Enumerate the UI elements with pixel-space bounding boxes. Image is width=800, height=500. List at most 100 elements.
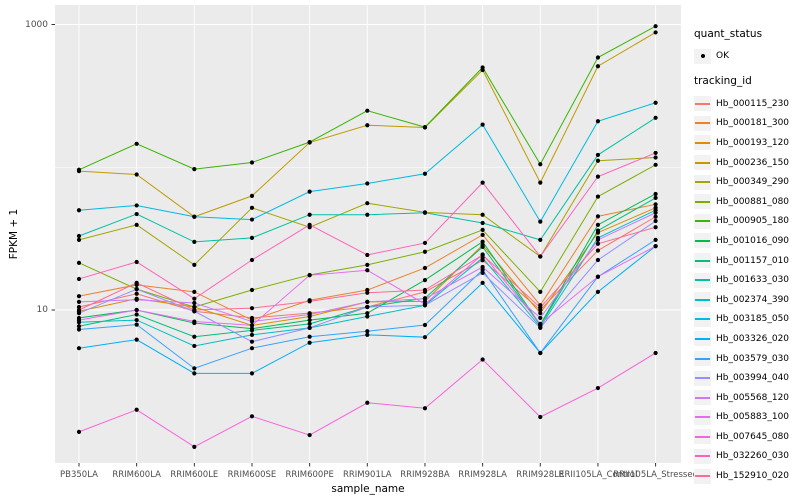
legend-item-Hb_003579_030: Hb_003579_030 <box>694 349 800 369</box>
data-point <box>365 290 370 295</box>
legend-item-Hb_000115_230: Hb_000115_230 <box>694 94 800 114</box>
data-point <box>134 222 139 227</box>
data-point <box>595 174 601 179</box>
legend-title-quant-status: quant_status <box>694 28 763 40</box>
data-point <box>653 202 658 207</box>
x-tick-label-RRIM600LA: RRIM600LA <box>112 470 161 480</box>
data-point <box>653 244 658 249</box>
line-key-icon <box>695 298 710 301</box>
legend-item-label: Hb_002374_390 <box>716 294 790 305</box>
x-tick-label-RRII105LA_Stressed: RRII105LA_Stressed <box>613 470 698 480</box>
data-point <box>307 317 312 323</box>
x-tick-label-RRIM928LA: RRIM928LA <box>458 470 507 480</box>
legend-item-label: Hb_000115_230 <box>716 98 790 109</box>
data-point <box>653 350 658 356</box>
data-point <box>307 325 312 330</box>
legend-tracking-id-items: Hb_000115_230 Hb_000181_300 Hb_000193_120 H… <box>694 94 800 486</box>
data-point <box>134 322 139 327</box>
data-point <box>192 300 197 306</box>
data-point <box>192 239 197 244</box>
legend-item-label: Hb_000905_180 <box>716 216 790 227</box>
x-tick-label-RRIM600PE: RRIM600PE <box>285 470 334 480</box>
y-axis-title: FPKM + 1 <box>8 208 20 260</box>
data-point <box>249 332 255 337</box>
data-point <box>249 257 255 263</box>
x-tick-label-RRIM600LE: RRIM600LE <box>170 470 219 480</box>
data-point <box>134 297 139 302</box>
data-point <box>249 205 255 210</box>
data-point <box>249 319 255 324</box>
data-point <box>365 123 370 128</box>
line-key-icon <box>695 122 710 125</box>
data-point <box>653 150 658 156</box>
data-point <box>365 108 370 113</box>
data-point <box>192 371 197 376</box>
line-key-icon <box>695 200 710 203</box>
data-point <box>538 162 543 167</box>
data-point <box>480 255 485 260</box>
panel-background <box>55 5 681 463</box>
data-point <box>653 162 658 167</box>
data-point <box>480 264 485 270</box>
data-point <box>134 337 139 342</box>
data-point <box>307 299 312 304</box>
data-point <box>134 141 139 146</box>
data-point <box>249 306 255 311</box>
data-point <box>595 194 601 199</box>
data-point <box>192 444 197 449</box>
data-point <box>365 262 370 267</box>
data-point <box>76 208 82 213</box>
data-point <box>249 235 255 240</box>
legend-key-box <box>694 272 711 288</box>
line-key-icon <box>695 416 710 419</box>
data-point <box>595 55 601 60</box>
data-point <box>595 222 601 227</box>
data-point <box>595 158 601 163</box>
line-key-icon <box>695 141 710 144</box>
legend-title-tracking-id: tracking_id <box>694 75 752 87</box>
x-tick-label-RRII105LA_Control: RRII105LA_Control <box>558 470 638 480</box>
data-point <box>653 191 658 197</box>
data-point <box>307 312 312 317</box>
data-point <box>595 257 601 263</box>
data-point <box>365 181 370 186</box>
data-point <box>653 210 658 215</box>
legend-key-box <box>694 311 711 327</box>
data-point <box>365 304 370 310</box>
data-point <box>365 314 370 319</box>
data-point <box>76 233 82 239</box>
data-point <box>76 260 82 265</box>
data-point <box>365 268 370 273</box>
legend-key-box <box>694 292 711 308</box>
legend: quant_status OK tracking_id Hb_000115_23… <box>694 28 800 486</box>
data-point <box>480 280 485 285</box>
legend-item-label: Hb_032260_030 <box>716 451 790 462</box>
data-point <box>249 217 255 222</box>
data-point <box>249 371 255 376</box>
data-point <box>538 414 543 420</box>
data-point <box>480 180 485 185</box>
legend-item-Hb_005883_100: Hb_005883_100 <box>694 408 800 428</box>
data-point <box>76 299 82 304</box>
data-point <box>653 225 658 230</box>
legend-item-label: Hb_000193_120 <box>716 137 790 148</box>
data-point <box>480 220 485 226</box>
data-point <box>538 305 543 310</box>
point-key-icon <box>700 54 705 58</box>
legend-key-box <box>694 409 711 425</box>
data-point <box>134 312 139 317</box>
legend-key-box <box>694 155 711 171</box>
data-point <box>134 291 139 296</box>
data-point <box>307 334 312 339</box>
data-point <box>76 167 82 172</box>
data-point <box>538 219 543 224</box>
data-point <box>76 307 82 313</box>
data-point <box>76 327 82 332</box>
data-point <box>595 241 601 246</box>
data-point <box>480 244 485 249</box>
data-point <box>595 214 601 219</box>
data-point <box>595 274 601 279</box>
legend-key-box <box>694 115 711 131</box>
data-point <box>249 414 255 419</box>
data-point <box>422 125 428 130</box>
